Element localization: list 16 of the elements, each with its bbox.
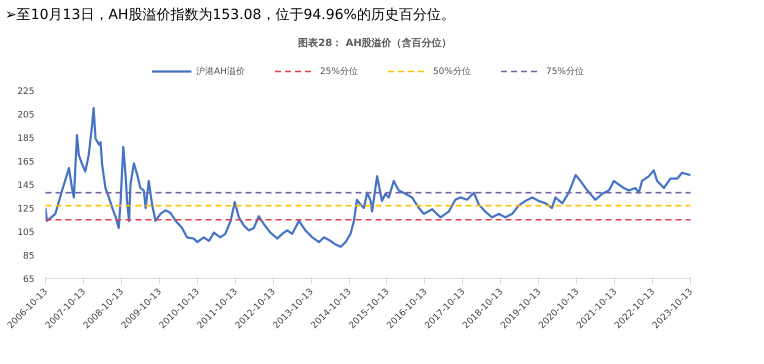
chart-title: 图表28： AH股溢价（含百分位） bbox=[298, 37, 452, 51]
y-tick-label: 125 bbox=[17, 204, 35, 214]
line-series bbox=[46, 107, 690, 248]
y-tick-label: 185 bbox=[17, 134, 35, 144]
legend-label: 50%分位 bbox=[432, 66, 471, 78]
y-tick-label: 205 bbox=[17, 110, 35, 120]
legend-label: 25%分位 bbox=[320, 66, 358, 78]
y-tick-label: 145 bbox=[17, 181, 35, 191]
y-tick-label: 225 bbox=[17, 87, 35, 97]
y-tick-label: 85 bbox=[23, 252, 34, 262]
y-tick-label: 105 bbox=[17, 228, 35, 238]
y-tick-label: 65 bbox=[23, 275, 34, 285]
legend-label: 75%分位 bbox=[546, 66, 584, 78]
legend-label: 沪港AH溢价 bbox=[196, 66, 245, 78]
y-tick-label: 165 bbox=[17, 158, 35, 168]
text: ➢至10月13日，AH股溢价指数为153.08，位于94.96%的历史百分位。 bbox=[5, 6, 455, 25]
